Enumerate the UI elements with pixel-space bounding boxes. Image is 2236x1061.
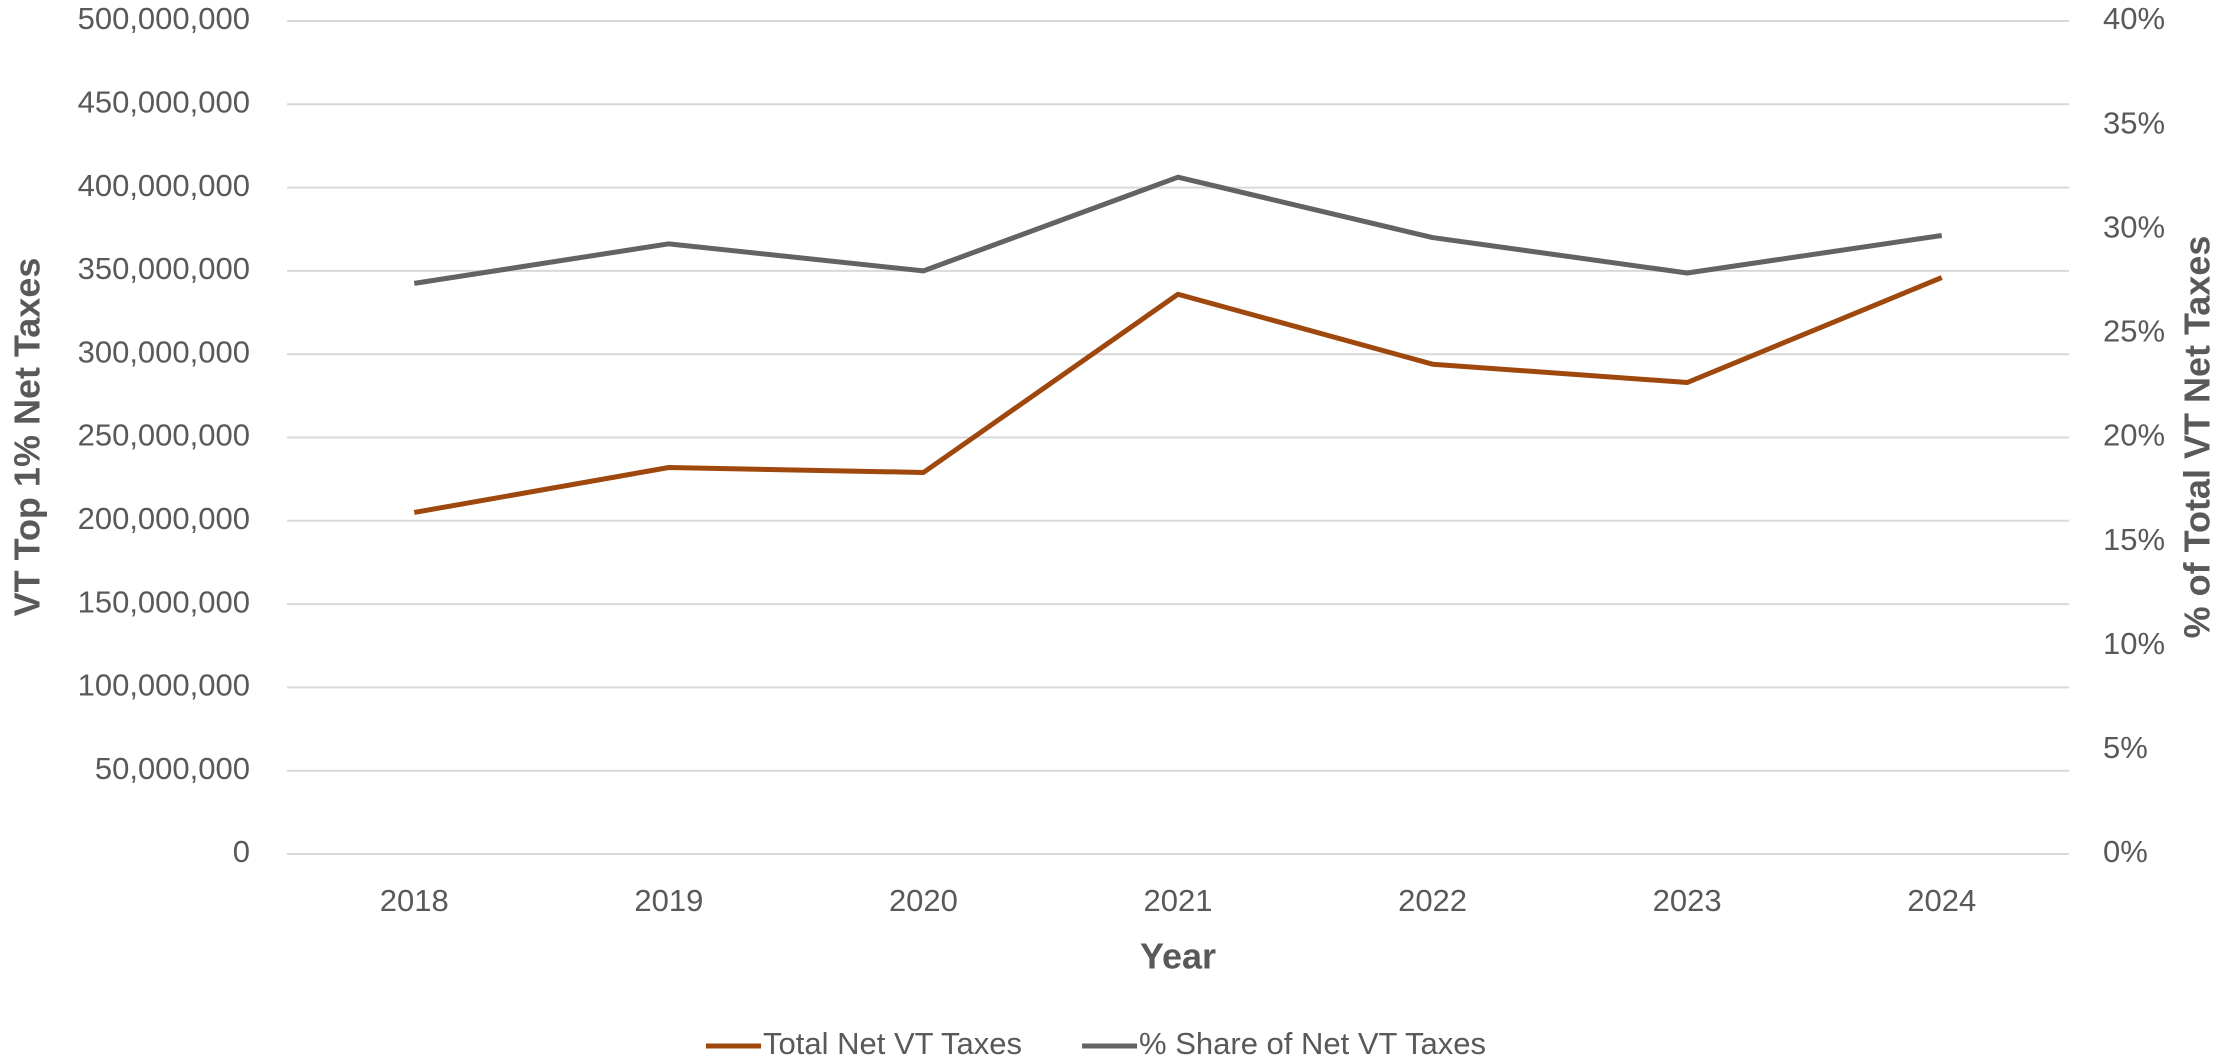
x-tick-label: 2024 [1907, 883, 1976, 918]
legend-label: % Share of Net VT Taxes [1139, 1026, 1486, 1061]
legend-label: Total Net VT Taxes [763, 1026, 1022, 1061]
y-tick-label: 250,000,000 [78, 418, 250, 453]
y-tick-label: 0 [233, 834, 250, 869]
y-tick-label: 350,000,000 [78, 251, 250, 286]
y2-tick-label: 15% [2103, 522, 2165, 557]
y-tick-label: 100,000,000 [78, 668, 250, 703]
x-tick-label: 2020 [889, 883, 958, 918]
y2-tick-label: 25% [2103, 314, 2165, 349]
series-line [413, 174, 1943, 286]
y-tick-label: 300,000,000 [78, 334, 250, 369]
series-line [413, 275, 1943, 515]
y-tick-label: 400,000,000 [78, 168, 250, 203]
x-axis-title: Year [1140, 936, 1216, 977]
x-tick-label: 2022 [1398, 883, 1467, 918]
x-tick-label: 2021 [1144, 883, 1213, 918]
y2-tick-label: 35% [2103, 105, 2165, 140]
y-tick-label: 450,000,000 [78, 84, 250, 119]
x-tick-label: 2019 [634, 883, 703, 918]
y2-tick-label: 0% [2103, 834, 2148, 869]
y2-tick-label: 5% [2103, 730, 2148, 765]
y2-tick-label: 30% [2103, 209, 2165, 244]
y2-tick-label: 20% [2103, 418, 2165, 453]
y-tick-label: 500,000,000 [78, 1, 250, 36]
y-tick-label: 150,000,000 [78, 584, 250, 619]
y2-tick-label: 40% [2103, 1, 2165, 36]
y-axis-title: VT Top 1% Net Taxes [7, 258, 48, 617]
x-tick-label: 2018 [380, 883, 449, 918]
x-tick-label: 2023 [1653, 883, 1722, 918]
y2-axis-title: % of Total VT Net Taxes [2177, 236, 2218, 639]
y-tick-label: 50,000,000 [95, 751, 250, 786]
y-tick-label: 200,000,000 [78, 501, 250, 536]
y2-tick-label: 10% [2103, 626, 2165, 661]
